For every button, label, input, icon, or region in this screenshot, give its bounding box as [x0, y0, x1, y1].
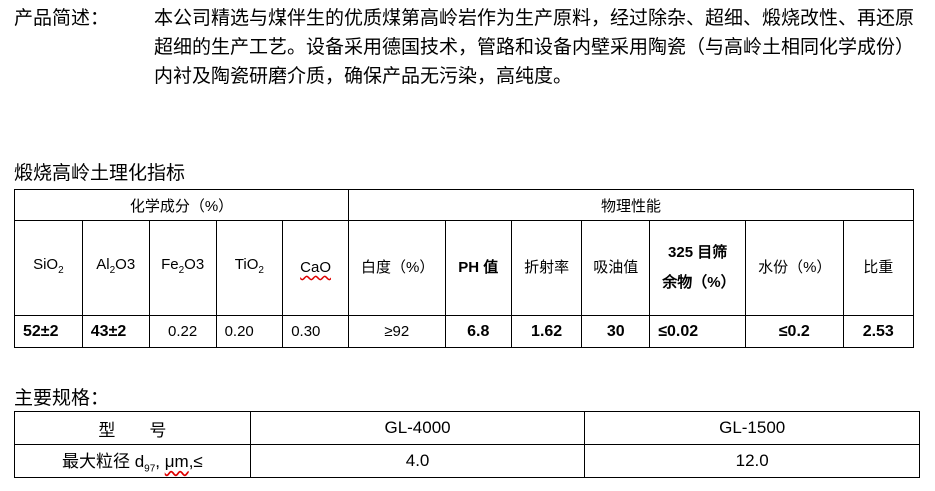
label-sub: 97	[144, 463, 156, 475]
chem-header: CaO	[282, 220, 349, 316]
value-cell: 43±2	[81, 315, 150, 348]
phys-group-header: 物理性能	[347, 189, 915, 221]
spec-value-gl4000: 4.0	[249, 444, 586, 478]
product-description: 产品简述： 本公司精选与煤伴生的优质煤第高岭岩作为生产原料，经过除杂、超细、煅烧…	[14, 4, 914, 91]
phys-header: 325 目筛余物（%）	[649, 220, 747, 316]
description-text: 本公司精选与煤伴生的优质煤第高岭岩作为生产原料，经过除杂、超细、煅烧改性、再还原…	[154, 7, 915, 87]
spec-header-gl4000: GL-4000	[249, 411, 586, 445]
value-cell: 0.22	[148, 315, 217, 348]
table1-title: 煅烧高岭土理化指标	[14, 162, 186, 184]
value-cell: 0.20	[215, 315, 284, 348]
phys-header: 水份（%）	[745, 220, 844, 316]
specs-table: 型 号 GL-4000 GL-1500 最大粒径 d97, μm,≤ 4.0 1…	[14, 411, 920, 478]
chem-header: Al2O3	[81, 220, 150, 316]
spec-header-gl1500: GL-1500	[584, 411, 920, 445]
phys-header: 吸油值	[581, 220, 651, 316]
chem-header: TiO2	[215, 220, 284, 316]
spec-value-gl1500: 12.0	[584, 444, 920, 478]
value-cell: 52±2	[14, 315, 83, 348]
properties-table: 化学成分（%） 物理性能 SiO2 Al2O3 Fe2O3 TiO2 CaO 白度（%） P…	[14, 189, 915, 348]
value-cell: ≤0.2	[745, 315, 844, 348]
chem-header: SiO2	[14, 220, 83, 316]
phys-header: PH 值	[444, 220, 512, 316]
value-cell: 0.30	[282, 315, 349, 348]
table2-title: 主要规格：	[14, 387, 110, 409]
chem-header: Fe2O3	[148, 220, 217, 316]
spec-header-model: 型 号	[14, 411, 251, 445]
label-main: 最大粒径 d	[61, 452, 145, 472]
phys-header: 折射率	[510, 220, 583, 316]
spec-row-label: 最大粒径 d97, μm,≤	[14, 444, 251, 478]
value-cell: ≤0.02	[649, 315, 747, 348]
value-cell: 2.53	[842, 315, 915, 348]
phys-header: 白度（%）	[347, 220, 446, 316]
label-end: ,≤	[188, 452, 203, 472]
value-cell: 1.62	[510, 315, 583, 348]
chem-group-header: 化学成分（%）	[14, 189, 349, 221]
label-tail: ,	[155, 452, 165, 472]
value-cell: 6.8	[444, 315, 512, 348]
value-cell: 30	[581, 315, 651, 348]
phys-header: 比重	[842, 220, 915, 316]
value-cell: ≥92	[347, 315, 446, 348]
label-unit: μm	[164, 452, 189, 472]
description-label: 产品简述：	[14, 7, 110, 29]
